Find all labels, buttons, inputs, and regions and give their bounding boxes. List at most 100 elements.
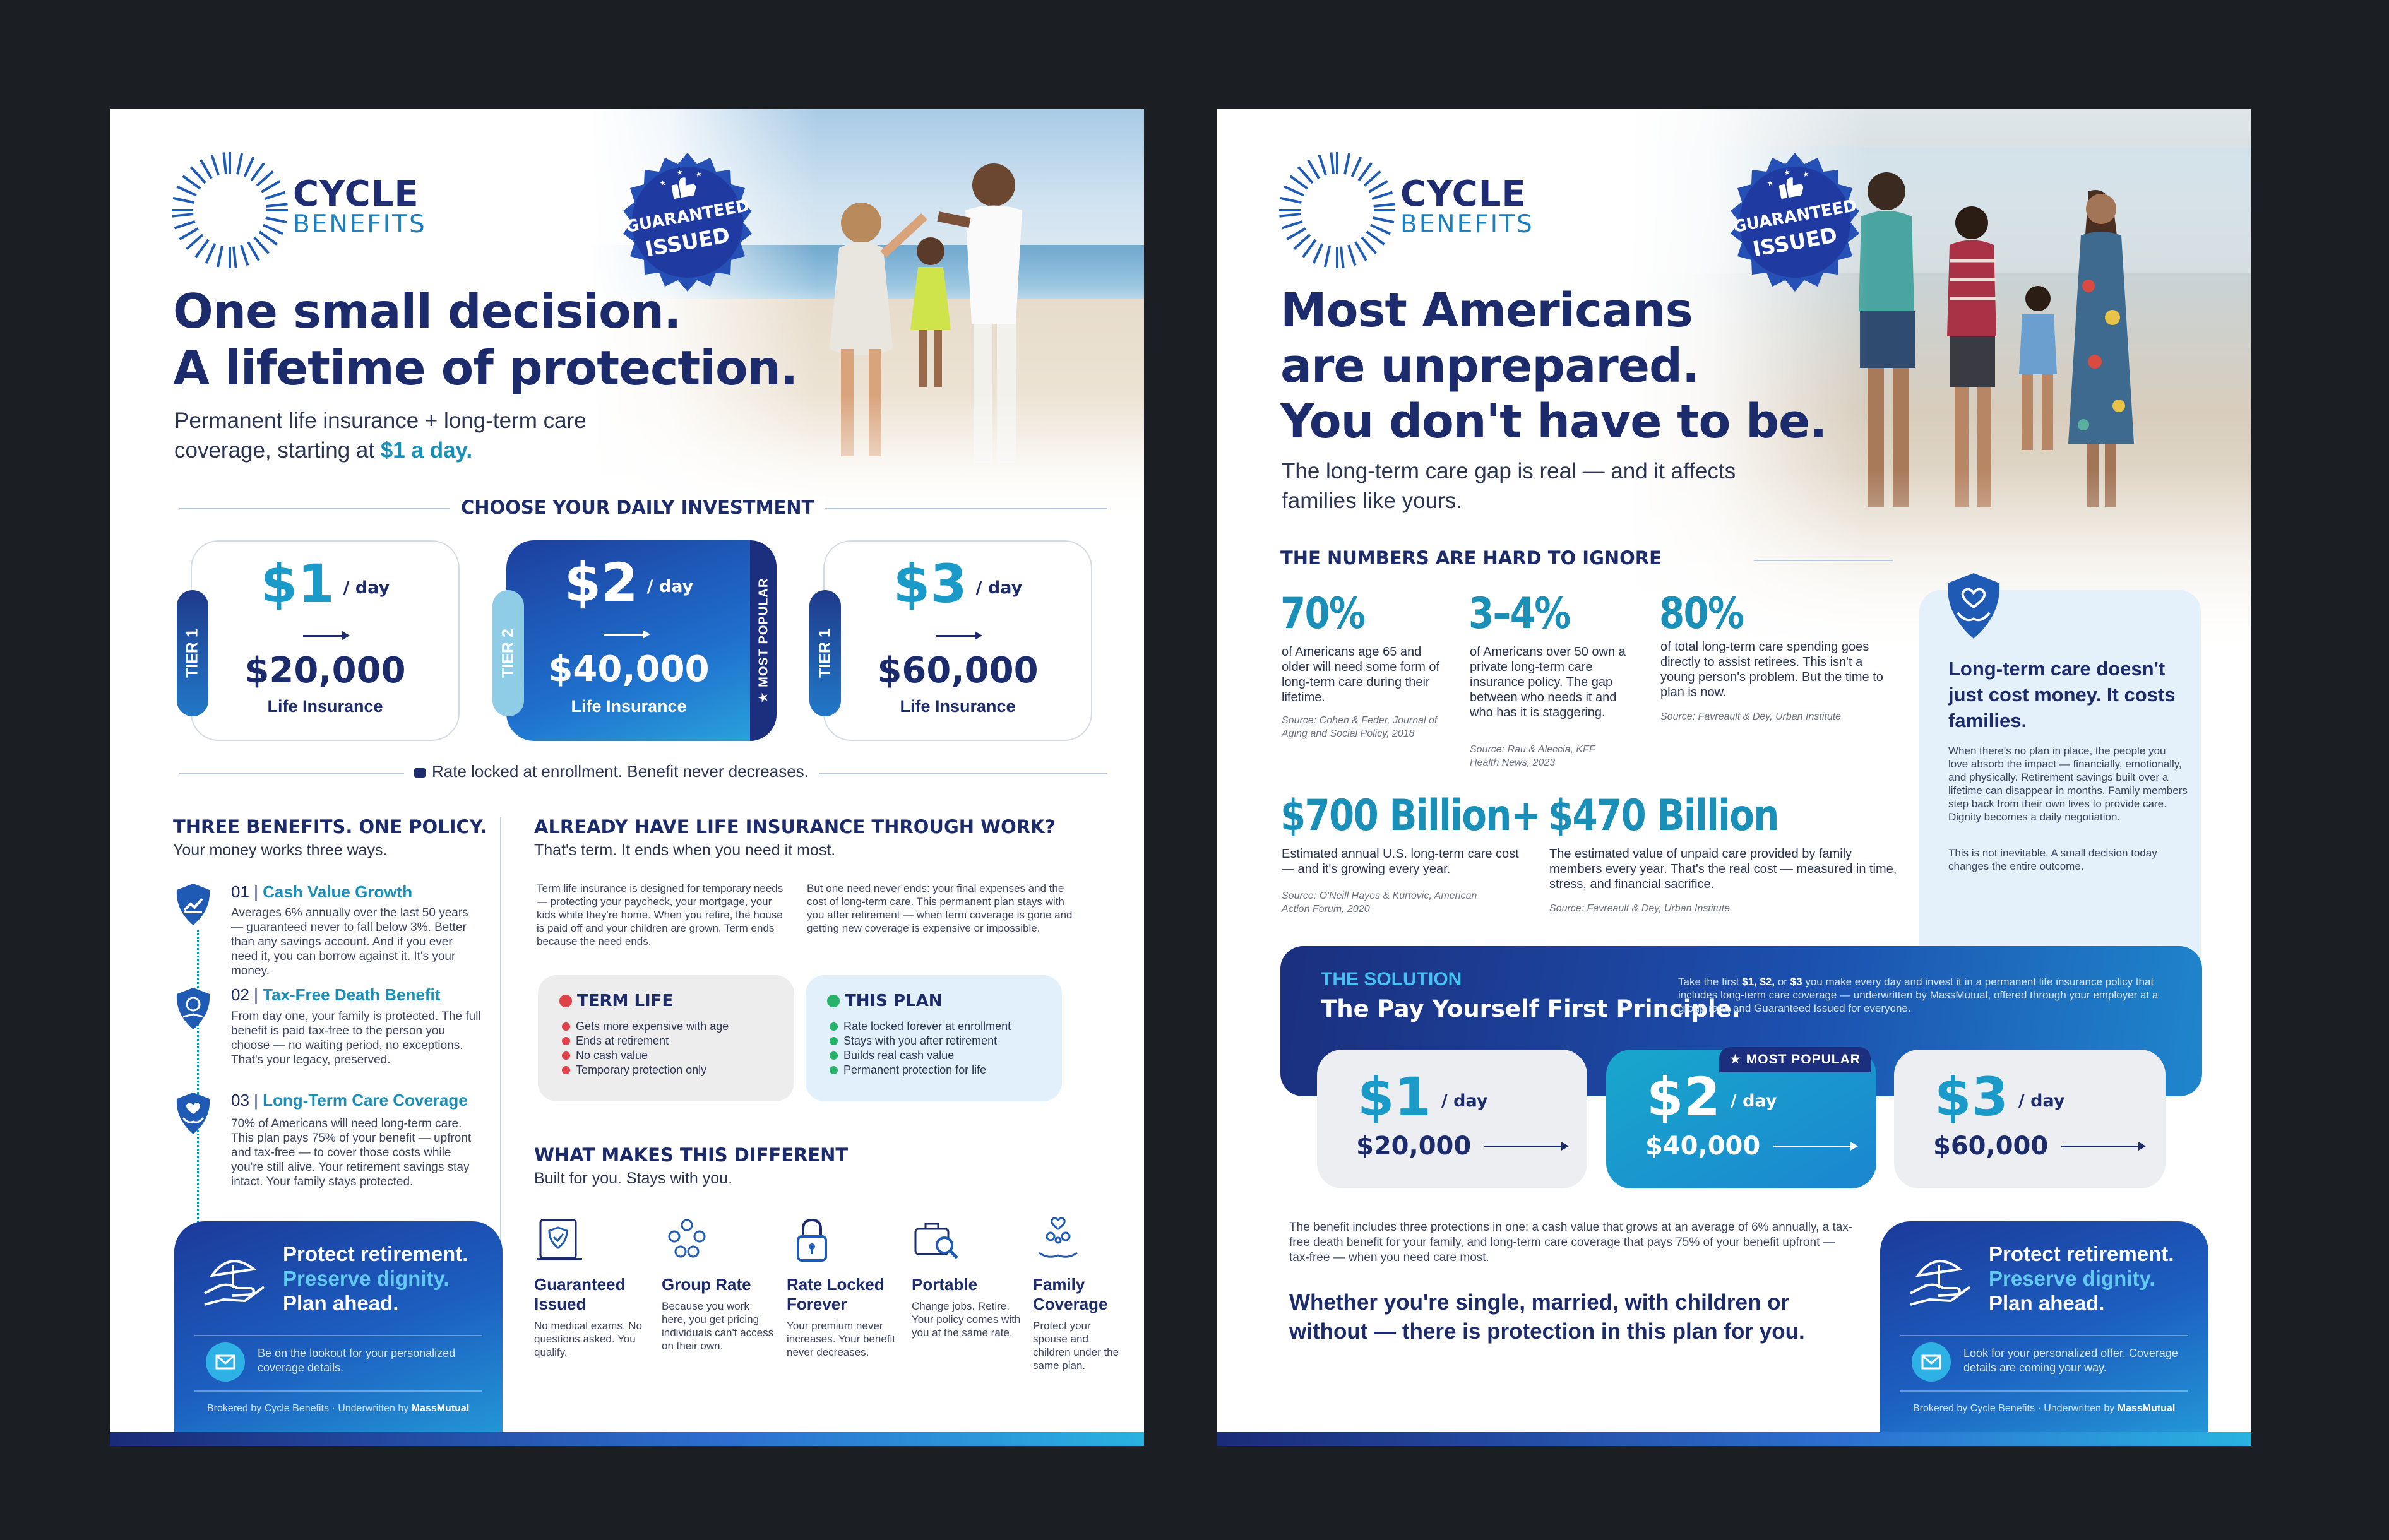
tier-card-3[interactable]: $3 / day $60,000 Life Insurance [823, 540, 1092, 741]
arrow-right-icon [1484, 1142, 1569, 1151]
this-plan-item: Builds real cash value [830, 1048, 1011, 1063]
tier-per-day: / day [975, 578, 1023, 598]
tier-amount: $40,000 [1645, 1132, 1761, 1161]
envelope-icon [1912, 1342, 1951, 1382]
feature-title: Guaranteed Issued [534, 1275, 626, 1313]
protect-line-2: Preserve dignity. [1989, 1267, 2155, 1290]
stat-source: Source: Cohen & Feder, Journal of Aging … [1282, 715, 1438, 739]
arrow-right-icon [2061, 1142, 2146, 1151]
flyer-page-protection: CYCLE BENEFITS ★ ★ ★ GUARANTEED ISSUED One… [110, 109, 1144, 1446]
benefits-title: THREE BENEFITS. ONE POLICY. [173, 816, 487, 838]
headline-line-2: are unprepared. [1280, 339, 1700, 393]
stat-value-700-billion: $700 Billion+ [1280, 791, 1541, 841]
bottom-gradient-strip [1217, 1432, 2251, 1446]
benefits-subtitle: Your money works three ways. [173, 841, 388, 859]
tier-tab-3: TIER 1 [809, 590, 841, 716]
mini-tier-card-2[interactable]: $2 / day $40,000 [1606, 1050, 1876, 1188]
stat-text: of Americans age 65 and older will need … [1282, 645, 1440, 704]
headline-line-3: You don't have to be. [1280, 394, 1827, 449]
guaranteed-issued-badge: ★ ★ ★ GUARANTEED ISSUED [615, 150, 760, 295]
benefit-1-text: Averages 6% annually over the last 50 ye… [231, 906, 468, 978]
envelope-icon [206, 1342, 245, 1382]
stat-text: The estimated value of unpaid care provi… [1549, 847, 1897, 891]
stat-source: Source: Rau & Aleccia, KFF Health News, … [1470, 744, 1595, 768]
stat-source: Source: Favreault & Dey, Urban Institute [1549, 903, 1731, 914]
divider [1754, 560, 1893, 561]
underwriter-footer: Brokered by Cycle Benefits · Underwritte… [1913, 1403, 2176, 1414]
tier-amount: $20,000 [1356, 1132, 1472, 1161]
protect-retirement-card: Protect retirement. Preserve dignity. Pl… [1880, 1221, 2208, 1432]
tier-per-day: / day [343, 578, 390, 598]
rate-note: Rate locked at enrollment. Benefit never… [404, 762, 819, 781]
benefit-summary: The benefit includes three protections i… [1289, 1221, 1853, 1264]
benefit-3-title: 03 | Long-Term Care Coverage [231, 1091, 468, 1110]
feature-text: No medical exams. No questions asked. Yo… [534, 1320, 643, 1358]
protect-line-3: Plan ahead. [1989, 1291, 2105, 1315]
divider [194, 1335, 482, 1336]
tier-label: Life Insurance [267, 697, 383, 716]
feature-text: Protect your spouse and children under t… [1033, 1320, 1119, 1371]
umbrella-hand-icon [1910, 1260, 1971, 1306]
certificate-icon [537, 1219, 582, 1260]
tier-amount: $60,000 [877, 650, 1039, 691]
protect-headline: Protect retirement. Preserve dignity. Pl… [283, 1241, 468, 1315]
stat-source: Source: Favreault & Dey, Urban Institute [1660, 711, 1842, 722]
protect-retirement-card: Protect retirement. Preserve dignity. Pl… [174, 1221, 503, 1432]
briefcase-search-icon [914, 1223, 958, 1259]
page-title: Most Americans are unprepared. You don't… [1280, 283, 1827, 449]
tier-tab-2: TIER 2 [492, 590, 524, 716]
feature-title: Group Rate [662, 1275, 751, 1294]
side-card-text: When there's no plan in place, the peopl… [1948, 745, 2188, 823]
svg-text:★: ★ [1783, 167, 1791, 177]
protect-line-1: Protect retirement. [283, 1242, 468, 1265]
tier-amount: $60,000 [1933, 1132, 2049, 1161]
hero-photo-family-beach [590, 109, 1144, 519]
feature-guaranteed-issued: Guaranteed Issued No medical exams. No q… [534, 1215, 648, 1359]
headline-line-1: One small decision. [173, 283, 682, 339]
side-card-title: Long-term care doesn't just cost money. … [1948, 658, 2176, 732]
benefit-2-title: 02 | Tax-Free Death Benefit [231, 985, 441, 1004]
subhead-line-2: coverage, starting at [174, 438, 381, 463]
tier-per-day: / day [2018, 1091, 2065, 1111]
different-title: WHAT MAKES THIS DIFFERENT [534, 1144, 849, 1166]
closing-statement: Whether you're single, married, with chi… [1289, 1290, 1805, 1344]
arrow-right-icon [936, 631, 982, 640]
tier-amount: $20,000 [244, 650, 406, 691]
logo-wordmark-cycle: CYCLE [293, 174, 419, 215]
stat-source: Source: O'Neill Hayes & Kurtovic, Americ… [1282, 891, 1477, 915]
divider [194, 1390, 482, 1392]
feature-group-rate: Group Rate Because you work here, you ge… [662, 1215, 775, 1353]
tier-card-1[interactable]: $1 / day $20,000 Life Insurance [191, 540, 460, 741]
mini-tier-card-1[interactable]: $1 / day $20,000 [1317, 1050, 1587, 1188]
tier-price: $1 [1357, 1066, 1431, 1128]
permanent-explainer: But one need never ends: your final expe… [807, 882, 1073, 934]
padlock-icon [797, 1218, 827, 1262]
divider [1900, 1335, 2188, 1336]
personalized-details-note: Be on the lookout for your personalized … [258, 1347, 456, 1374]
subhead-line-1: Permanent life insurance + long-term car… [174, 408, 587, 433]
personalized-offer-note: Look for your personalized offer. Covera… [1963, 1347, 2178, 1374]
tier-tab-1: TIER 1 [177, 590, 208, 716]
x-circle-icon [559, 995, 572, 1007]
svg-text:★: ★ [1802, 169, 1810, 179]
feature-portable: Portable Change jobs. Retire. Your polic… [912, 1215, 1025, 1339]
tier-per-day: / day [646, 576, 694, 596]
price-highlight: $1 a day. [380, 438, 473, 463]
lock-icon [414, 768, 426, 778]
term-life-item: No cash value [562, 1048, 729, 1063]
bottom-gradient-strip [110, 1432, 1144, 1446]
work-insurance-subtitle: That's term. It ends when you need it mo… [534, 841, 836, 859]
subheadline: The long-term care gap is real — and it … [1282, 456, 1736, 516]
tier-card-2[interactable]: $2 / day $40,000 Life Insurance ★ MOST PO… [506, 540, 777, 741]
growth-chart-shield-icon [176, 884, 210, 925]
headline-line-2: A lifetime of protection. [173, 340, 798, 396]
svg-text:★: ★ [694, 169, 703, 179]
mini-tier-card-3[interactable]: $3 / day $60,000 [1894, 1050, 2166, 1188]
arrow-right-icon [604, 630, 650, 639]
page-title: One small decision. A lifetime of protec… [173, 283, 798, 396]
feature-family-coverage: Family Coverage Protect your spouse and … [1033, 1215, 1128, 1372]
stat-value-70: 70% [1280, 589, 1366, 639]
logo-wordmark-benefits: BENEFITS [293, 210, 427, 239]
flyer-page-unprepared: CYCLE BENEFITS ★ ★ ★ GUARANTEED ISSUED Mos… [1217, 109, 2251, 1446]
protect-line-1: Protect retirement. [1989, 1242, 2174, 1265]
